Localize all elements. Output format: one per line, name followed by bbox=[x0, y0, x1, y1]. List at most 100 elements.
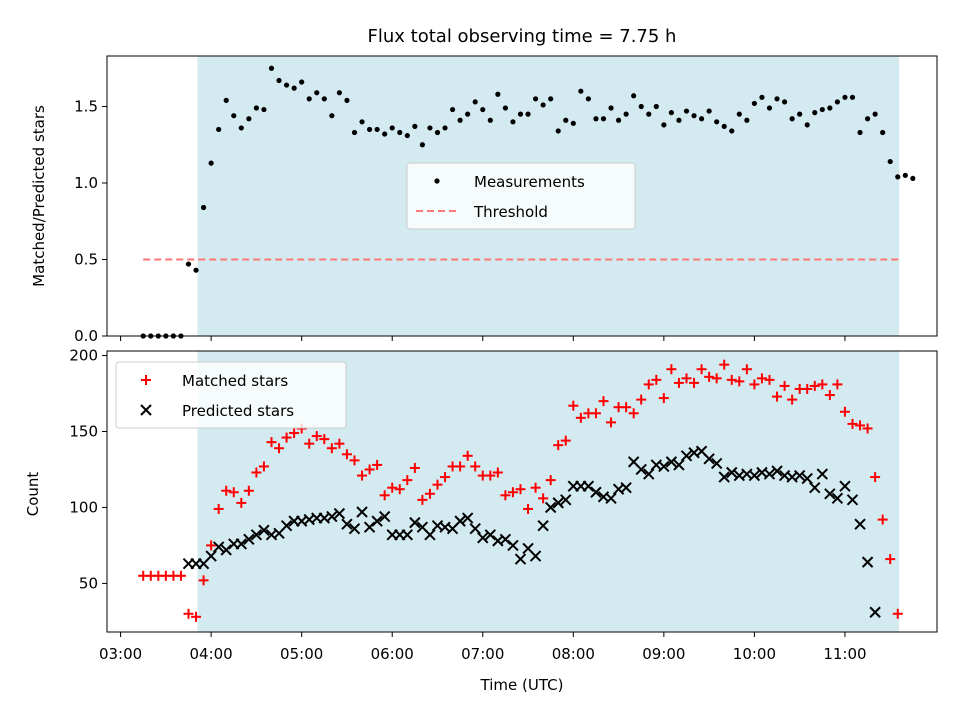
measurement-point bbox=[223, 97, 229, 103]
measurement-point bbox=[638, 103, 644, 110]
legend-predicted-label: Predicted stars bbox=[182, 402, 294, 420]
predicted-star-point bbox=[824, 488, 836, 500]
matched-star-point bbox=[462, 450, 473, 461]
matched-star-point bbox=[711, 373, 722, 384]
predicted-star-point bbox=[590, 486, 602, 498]
matched-star-point bbox=[817, 379, 828, 390]
matched-star-point bbox=[839, 406, 850, 417]
measurement-point bbox=[321, 96, 327, 102]
matched-star-point bbox=[470, 461, 481, 472]
top-legend: Measurements Threshold bbox=[406, 162, 636, 230]
measurement-point bbox=[359, 119, 365, 125]
predicted-star-point bbox=[378, 510, 391, 523]
measurement-point bbox=[729, 128, 735, 134]
matched-star-point bbox=[824, 390, 835, 401]
measurement-point bbox=[902, 172, 908, 178]
matched-star-point bbox=[281, 432, 292, 443]
measurement-point bbox=[366, 126, 373, 133]
measurement-point bbox=[434, 129, 441, 136]
matched-star-point bbox=[198, 575, 209, 586]
predicted-star-point bbox=[258, 524, 270, 536]
matched-star-point bbox=[741, 364, 752, 375]
matched-star-point bbox=[424, 488, 435, 499]
predicted-star-point bbox=[454, 515, 466, 527]
matched-star-point bbox=[651, 374, 662, 385]
matched-star-point bbox=[485, 470, 496, 481]
measurement-point bbox=[351, 129, 358, 136]
xtick-label: 08:00 bbox=[552, 645, 595, 663]
matched-star-point bbox=[575, 412, 586, 423]
predicted-star-point bbox=[326, 510, 338, 523]
measurement-point bbox=[314, 90, 320, 96]
measurement-point bbox=[857, 129, 863, 136]
measurement-point bbox=[246, 116, 252, 122]
predicted-star-point bbox=[469, 523, 481, 535]
measurement-point bbox=[842, 94, 848, 100]
bottom-ytick-label: 200 bbox=[69, 347, 98, 365]
predicted-star-point bbox=[635, 463, 647, 476]
measurement-point bbox=[653, 103, 659, 110]
predicted-star-point bbox=[801, 472, 813, 485]
matched-star-point bbox=[628, 408, 639, 419]
predicted-star-point bbox=[665, 456, 678, 468]
matched-star-point bbox=[870, 472, 881, 483]
measurement-point bbox=[600, 116, 607, 122]
measurement-point bbox=[442, 125, 448, 131]
predicted-star-point bbox=[205, 550, 217, 562]
matched-star-point bbox=[673, 377, 684, 388]
measurement-point bbox=[261, 106, 267, 113]
matched-star-point bbox=[213, 503, 224, 514]
measurement-point bbox=[774, 96, 780, 102]
matched-star-point bbox=[598, 396, 609, 407]
matched-star-point bbox=[719, 359, 730, 370]
matched-star-point bbox=[326, 443, 337, 454]
predicted-star-point bbox=[846, 494, 859, 506]
measurement-point bbox=[834, 99, 841, 105]
measurement-point bbox=[283, 82, 290, 88]
measurement-point bbox=[291, 85, 297, 91]
predicted-star-point bbox=[537, 519, 549, 532]
predicted-star-point bbox=[461, 512, 474, 524]
bottom-ytick-label: 50 bbox=[79, 574, 98, 592]
predicted-star-point bbox=[582, 480, 595, 492]
matched-star-point bbox=[862, 423, 873, 434]
matched-star-point bbox=[726, 374, 737, 385]
measurement-point bbox=[593, 116, 599, 122]
x-axis-label: Time (UTC) bbox=[480, 676, 564, 694]
xtick-label: 03:00 bbox=[99, 645, 142, 663]
matched-star-point bbox=[387, 482, 398, 493]
measurement-point bbox=[570, 120, 576, 126]
measurement-point bbox=[797, 111, 803, 117]
measurement-point bbox=[759, 94, 765, 100]
matched-star-point bbox=[802, 383, 813, 394]
xtick-label: 04:00 bbox=[190, 645, 233, 663]
measurement-point bbox=[714, 119, 720, 125]
measurement-point bbox=[382, 131, 388, 137]
matched-star-point bbox=[334, 438, 345, 449]
predicted-star-point bbox=[839, 480, 851, 492]
measurement-point bbox=[895, 174, 901, 180]
matched-star-point bbox=[319, 434, 330, 445]
predicted-star-point bbox=[809, 481, 821, 494]
matched-star-point bbox=[538, 493, 549, 504]
matched-star-point bbox=[507, 487, 518, 498]
measurement-point bbox=[676, 117, 682, 123]
legend-measurements-marker bbox=[434, 178, 440, 184]
top-axes-frame bbox=[106, 55, 938, 337]
measurement-point bbox=[766, 105, 773, 111]
matched-star-point bbox=[206, 540, 217, 551]
measurement-point bbox=[623, 111, 629, 117]
measurement-point bbox=[668, 110, 675, 116]
measurement-point bbox=[819, 106, 825, 113]
top-ytick-label: 1.5 bbox=[74, 97, 98, 115]
measurement-point bbox=[231, 113, 237, 119]
predicted-star-point bbox=[861, 556, 874, 568]
matched-star-point bbox=[636, 394, 647, 405]
matched-star-point bbox=[855, 420, 866, 431]
measurement-point bbox=[781, 99, 788, 105]
measurement-point bbox=[457, 117, 463, 123]
predicted-star-point bbox=[658, 460, 670, 473]
matched-star-point bbox=[221, 485, 232, 496]
predicted-star-point bbox=[816, 468, 829, 480]
predicted-star-point bbox=[371, 515, 383, 527]
